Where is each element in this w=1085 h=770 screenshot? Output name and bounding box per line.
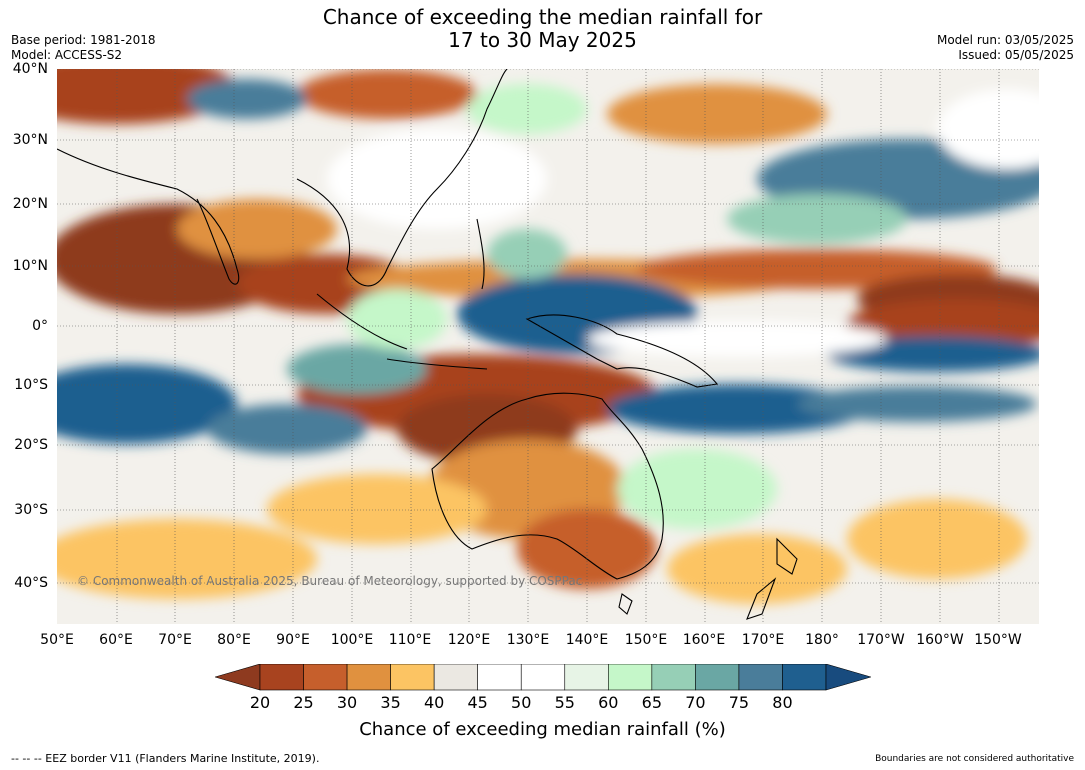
colorbar-tick-label: 65 xyxy=(641,693,663,712)
boundary-disclaimer: Boundaries are not considered authoritat… xyxy=(875,754,1074,764)
lat-tick-40n: 40°N xyxy=(12,61,48,77)
lon-tick-160e: 160°E xyxy=(682,632,726,648)
tasmania-coastline xyxy=(618,593,633,615)
colorbar-segment xyxy=(390,663,435,691)
new-guinea-coastline xyxy=(525,314,719,388)
lat-tick-30n: 30°N xyxy=(12,132,48,148)
lat-tick-40s: 40°S xyxy=(14,575,48,591)
base-period: Base period: 1981-2018 xyxy=(11,33,156,47)
colorbar-segment xyxy=(520,663,566,691)
colorbar-tick-label: 70 xyxy=(685,693,706,712)
model-name: Model: ACCESS-S2 xyxy=(11,48,123,62)
rainfall-map: © Commonwealth of Australia 2025, Bureau… xyxy=(57,69,1039,624)
colorbar-segment xyxy=(738,663,783,691)
philippines-coastline xyxy=(476,218,485,290)
lon-tick-110e: 110°E xyxy=(388,632,432,648)
east-asia-coastline xyxy=(296,69,508,287)
colorbar-title: Chance of exceeding median rainfall (%) xyxy=(359,719,726,740)
colorbar xyxy=(213,663,873,694)
colorbar-segment xyxy=(259,663,304,691)
colorbar-segment xyxy=(651,663,696,691)
map-gridlines xyxy=(57,69,1039,624)
colorbar-tick-label: 60 xyxy=(598,693,619,712)
lon-tick-50e: 50°E xyxy=(40,632,74,648)
colorbar-tick-label: 35 xyxy=(380,693,401,712)
eez-note: -- -- -- EEZ border V11 (Flanders Marine… xyxy=(11,752,320,765)
lon-tick-150e: 150°E xyxy=(624,632,668,648)
south-asia-coastline xyxy=(57,148,240,285)
lon-tick-100e: 100°E xyxy=(330,632,374,648)
colorbar-segment xyxy=(303,663,348,691)
rainfall-probability-field xyxy=(57,69,1039,604)
lon-tick-90e: 90°E xyxy=(276,632,310,648)
lon-tick-180: 180° xyxy=(805,632,839,648)
colorbar-extend-low xyxy=(213,663,261,691)
lon-tick-170e: 170°E xyxy=(741,632,785,648)
lon-tick-150w: 150°W xyxy=(974,632,1022,648)
colorbar-segment xyxy=(608,663,653,691)
coastlines xyxy=(57,69,798,620)
colorbar-tick-label: 75 xyxy=(728,693,750,712)
lon-tick-160w: 160°W xyxy=(916,632,964,648)
lon-tick-120e: 120°E xyxy=(447,632,491,648)
issued-date: Issued: 05/05/2025 xyxy=(958,48,1074,62)
colorbar-segment xyxy=(433,663,478,691)
map-title-line1: Chance of exceeding the median rainfall … xyxy=(322,5,763,29)
colorbar-segment xyxy=(695,663,740,691)
colorbar-tick-label: 45 xyxy=(467,693,488,712)
colorbar-extend-high xyxy=(825,663,873,691)
lon-tick-60e: 60°E xyxy=(99,632,133,648)
lat-tick-20n: 20°N xyxy=(12,196,48,212)
colorbar-segment xyxy=(477,663,522,691)
colorbar-tick-label: 80 xyxy=(772,693,793,712)
lat-tick-10n: 10°N xyxy=(12,258,48,274)
model-run: Model run: 03/05/2025 xyxy=(936,33,1074,47)
lon-tick-140e: 140°E xyxy=(565,632,609,648)
colorbar-tick-label: 25 xyxy=(293,693,314,712)
colorbar-tick-label: 30 xyxy=(336,693,358,712)
map-title-line2: 17 to 30 May 2025 xyxy=(448,28,637,52)
lon-tick-170w: 170°W xyxy=(857,632,905,648)
colorbar-tick-label: 55 xyxy=(554,693,575,712)
lon-tick-130e: 130°E xyxy=(506,632,550,648)
lat-tick-10s: 10°S xyxy=(14,377,48,393)
copyright-watermark: © Commonwealth of Australia 2025, Bureau… xyxy=(77,574,582,588)
colorbar-svg xyxy=(213,663,873,691)
colorbar-tick-label: 40 xyxy=(423,693,445,712)
colorbar-tick-label: 20 xyxy=(249,693,271,712)
lon-tick-80e: 80°E xyxy=(217,632,251,648)
colorbar-segment xyxy=(346,663,391,691)
australia-coastline xyxy=(431,392,664,580)
lat-tick-30s: 30°S xyxy=(14,502,48,518)
colorbar-segment xyxy=(782,663,827,691)
lon-tick-70e: 70°E xyxy=(158,632,192,648)
colorbar-segment xyxy=(564,663,609,691)
lat-tick-20s: 20°S xyxy=(14,437,48,453)
lat-tick-0: 0° xyxy=(32,318,48,334)
indonesia-coastline xyxy=(316,293,488,370)
colorbar-tick-label: 50 xyxy=(511,693,532,712)
rainfall-map-svg: © Commonwealth of Australia 2025, Bureau… xyxy=(57,69,1039,624)
